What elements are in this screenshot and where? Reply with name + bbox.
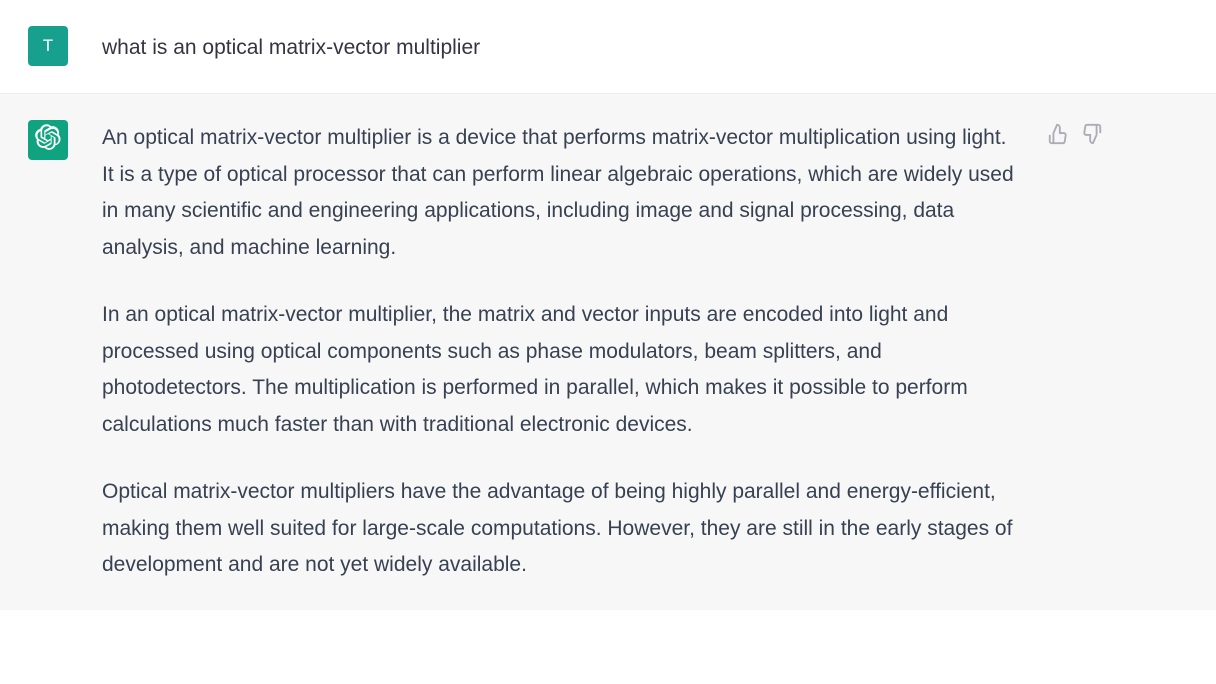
feedback-buttons (1046, 124, 1104, 148)
user-avatar: T (28, 26, 68, 66)
thumbs-down-icon (1081, 123, 1103, 148)
user-message-text: what is an optical matrix-vector multipl… (102, 26, 1022, 67)
assistant-paragraph: Optical matrix-vector multipliers have t… (102, 474, 1022, 584)
assistant-paragraph: An optical matrix-vector multiplier is a… (102, 120, 1022, 267)
assistant-avatar (28, 120, 68, 160)
assistant-message-row: An optical matrix-vector multiplier is a… (0, 93, 1216, 610)
user-message-row: T what is an optical matrix-vector multi… (0, 0, 1216, 93)
thumbs-up-button[interactable] (1046, 124, 1070, 148)
thumbs-up-icon (1047, 123, 1069, 148)
assistant-paragraph: In an optical matrix-vector multiplier, … (102, 297, 1022, 444)
user-avatar-letter: T (43, 36, 53, 56)
thumbs-down-button[interactable] (1080, 124, 1104, 148)
assistant-message-content: An optical matrix-vector multiplier is a… (102, 120, 1022, 584)
openai-logo-icon (35, 124, 61, 155)
